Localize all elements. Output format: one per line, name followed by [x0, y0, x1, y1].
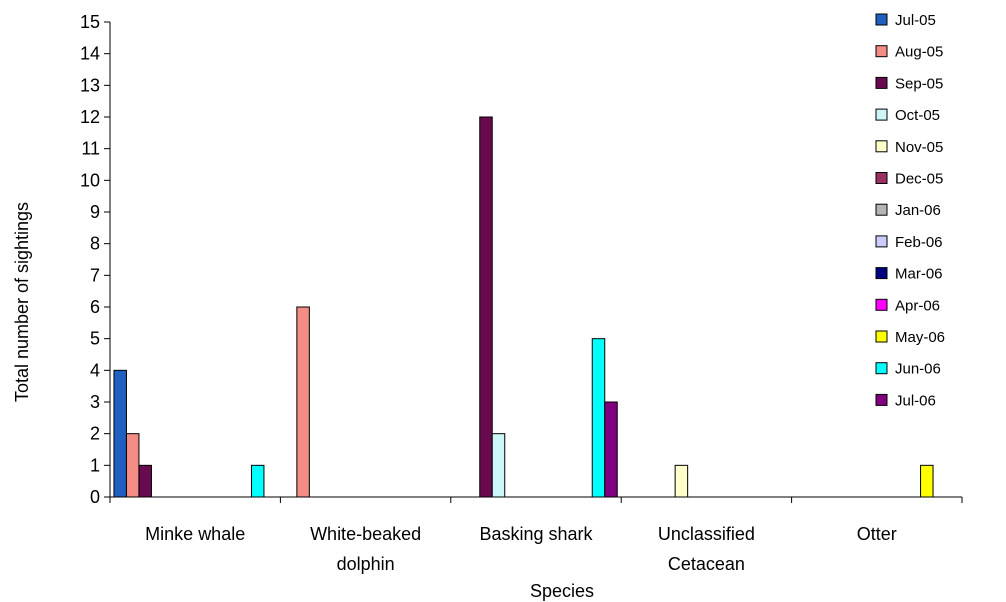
y-tick-label: 3: [90, 392, 100, 412]
x-tick-label: Minke whale: [145, 524, 245, 544]
bar: [491, 433, 506, 498]
bar: [591, 338, 606, 498]
legend-label: Jul-06: [895, 392, 936, 409]
bar: [920, 464, 934, 498]
y-tick-label: 2: [90, 424, 100, 444]
bar: [674, 464, 689, 498]
bar: [479, 116, 493, 498]
y-tick-label: 6: [90, 297, 100, 317]
bars: [113, 116, 934, 498]
legend-swatch: [875, 13, 888, 26]
legend-swatch: [875, 298, 888, 311]
y-tick-label: 4: [90, 360, 100, 380]
bar: [604, 401, 618, 498]
y-tick-label: 0: [90, 487, 100, 507]
legend-swatch: [875, 362, 888, 375]
legend-label: Apr-06: [895, 297, 940, 314]
y-tick-label: 13: [80, 75, 100, 95]
legend-label: Jan-06: [895, 202, 941, 219]
legend-swatch: [875, 108, 888, 121]
y-tick-label: 15: [80, 12, 100, 32]
y-tick-label: 12: [80, 107, 100, 127]
y-tick-label: 7: [90, 265, 100, 285]
y-tick-label: 8: [90, 234, 100, 254]
x-axis-title: Species: [530, 581, 594, 601]
legend-label: Jul-05: [895, 12, 936, 29]
legend-swatch: [875, 267, 888, 280]
bar: [125, 433, 140, 498]
legend-label: Oct-05: [895, 107, 940, 124]
x-tick-label: Basking shark: [479, 524, 593, 544]
legend-label: Sep-05: [895, 75, 943, 92]
legend-label: May-06: [895, 329, 945, 346]
x-tick-label: White-beaked dolphin: [310, 524, 421, 574]
y-tick-label: 1: [90, 455, 100, 475]
x-tick-label: Unclassified Cetacean: [658, 524, 755, 574]
legend-label: Mar-06: [895, 266, 943, 283]
legend-swatch: [875, 172, 888, 184]
legend: Jul-05 Aug-05 Sep-05 Oct-05 Nov-05 Dec-05 Jan-…: [875, 12, 945, 409]
legend-label: Nov-05: [895, 139, 943, 156]
y-tick-label: 5: [90, 329, 100, 349]
bar: [296, 306, 310, 498]
legend-swatch: [875, 235, 888, 248]
legend-label: Aug-05: [895, 44, 943, 61]
legend-swatch: [875, 76, 888, 89]
y-axis-title: Total number of sightings: [12, 202, 32, 402]
legend-swatch: [875, 45, 888, 58]
legend-label: Feb-06: [895, 234, 943, 251]
legend-label: Dec-05: [895, 171, 943, 188]
legend-label: Jun-06: [895, 361, 941, 378]
legend-swatch: [875, 330, 888, 343]
x-tick-label: Otter: [857, 524, 897, 544]
legend-swatch: [875, 140, 888, 153]
bar: [113, 369, 127, 498]
bar: [138, 464, 152, 498]
bar: [250, 464, 265, 498]
legend-swatch: [875, 393, 888, 406]
y-tick-label: 11: [81, 139, 100, 159]
y-tick-label: 10: [80, 170, 100, 190]
y-tick-label: 9: [90, 202, 100, 222]
axes: [109, 22, 962, 498]
y-tick-label: 14: [80, 44, 100, 64]
x-axis-ticks: Minke whale White-beaked dolphin Basking sh…: [109, 497, 963, 574]
legend-swatch: [875, 203, 888, 216]
